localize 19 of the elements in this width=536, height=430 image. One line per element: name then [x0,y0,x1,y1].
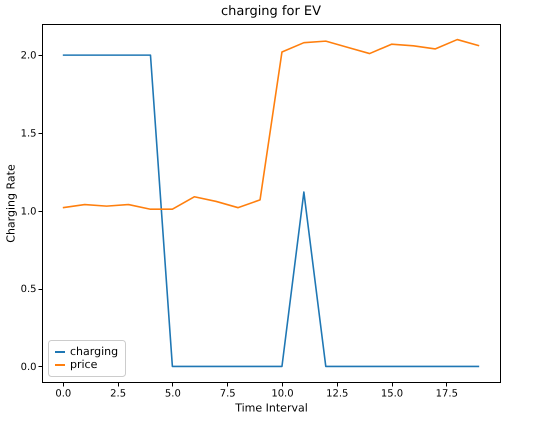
x-tick-label: 15.0 [380,388,404,400]
y-tick-label: 1.5 [20,128,36,140]
x-tick-label: 5.0 [164,388,181,400]
y-axis-title: Charging Rate [4,164,18,243]
y-tick-label: 0.5 [20,284,36,296]
x-tick-label: 12.5 [326,388,348,400]
y-tick-label: 0.0 [20,362,36,373]
x-tick-label: 7.5 [220,388,236,400]
legend-label: price [70,358,98,371]
chart-title: charging for EV [220,4,322,19]
x-tick-label: 2.5 [110,388,126,400]
y-tick-label: 2.0 [20,50,36,62]
legend-label: charging [70,345,118,358]
y-tick-label: 1.0 [20,206,36,218]
x-tick-label: 0.0 [55,388,72,400]
x-tick-label: 10.0 [271,388,294,400]
line-series [62,38,480,210]
x-tick-label: 17.5 [436,388,458,400]
x-axis-title: Time Interval [234,402,308,414]
